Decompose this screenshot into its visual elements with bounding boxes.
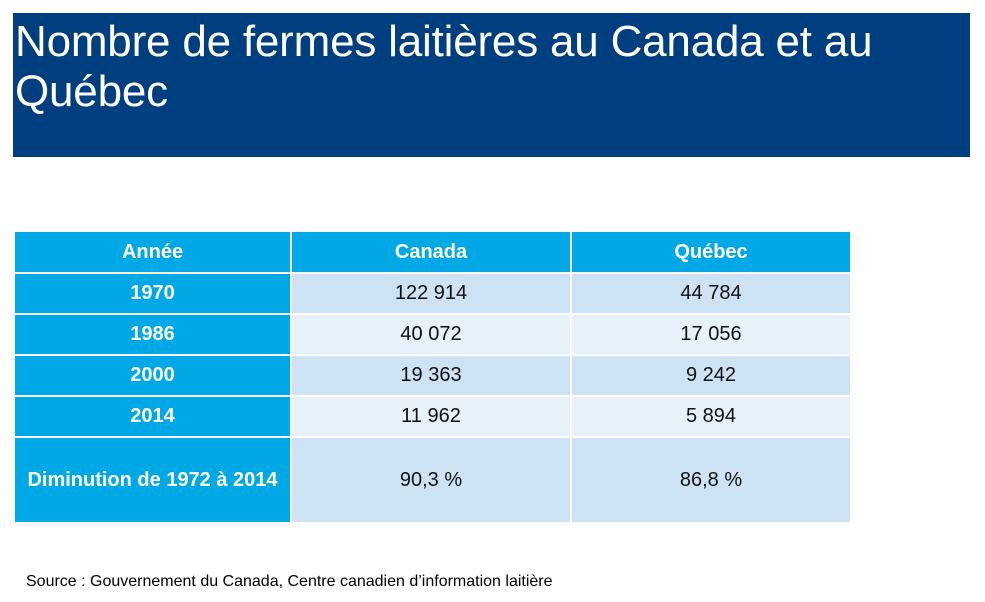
row-label: 1986	[13, 313, 292, 356]
table-row-decrease: Diminution de 1972 à 2014 90,3 % 86,8 %	[13, 436, 852, 524]
source-note: Source : Gouvernement du Canada, Centre …	[26, 573, 553, 590]
canada-value: 19 363	[290, 354, 572, 397]
canada-value: 40 072	[290, 313, 572, 356]
row-label: 1970	[13, 272, 292, 315]
row-label: 2000	[13, 354, 292, 397]
row-label: Diminution de 1972 à 2014	[13, 436, 292, 524]
canada-value: 11 962	[290, 395, 572, 438]
table-row: 1986 40 072 17 056	[13, 313, 852, 356]
title-banner: Nombre de fermes laitières au Canada et …	[13, 13, 970, 157]
quebec-value: 5 894	[570, 395, 852, 438]
quebec-value: 44 784	[570, 272, 852, 315]
table-row: 2000 19 363 9 242	[13, 354, 852, 397]
table-row: 1970 122 914 44 784	[13, 272, 852, 315]
table-header-row: Année Canada Québec	[13, 230, 852, 274]
canada-value: 90,3 %	[290, 436, 572, 524]
row-label: 2014	[13, 395, 292, 438]
quebec-value: 17 056	[570, 313, 852, 356]
column-header-year: Année	[13, 230, 292, 274]
canada-value: 122 914	[290, 272, 572, 315]
column-header-quebec: Québec	[570, 230, 852, 274]
data-table: Année Canada Québec 1970 122 914 44 784 …	[13, 230, 852, 524]
table-row: 2014 11 962 5 894	[13, 395, 852, 438]
quebec-value: 9 242	[570, 354, 852, 397]
column-header-canada: Canada	[290, 230, 572, 274]
quebec-value: 86,8 %	[570, 436, 852, 524]
page-title: Nombre de fermes laitières au Canada et …	[15, 17, 873, 116]
